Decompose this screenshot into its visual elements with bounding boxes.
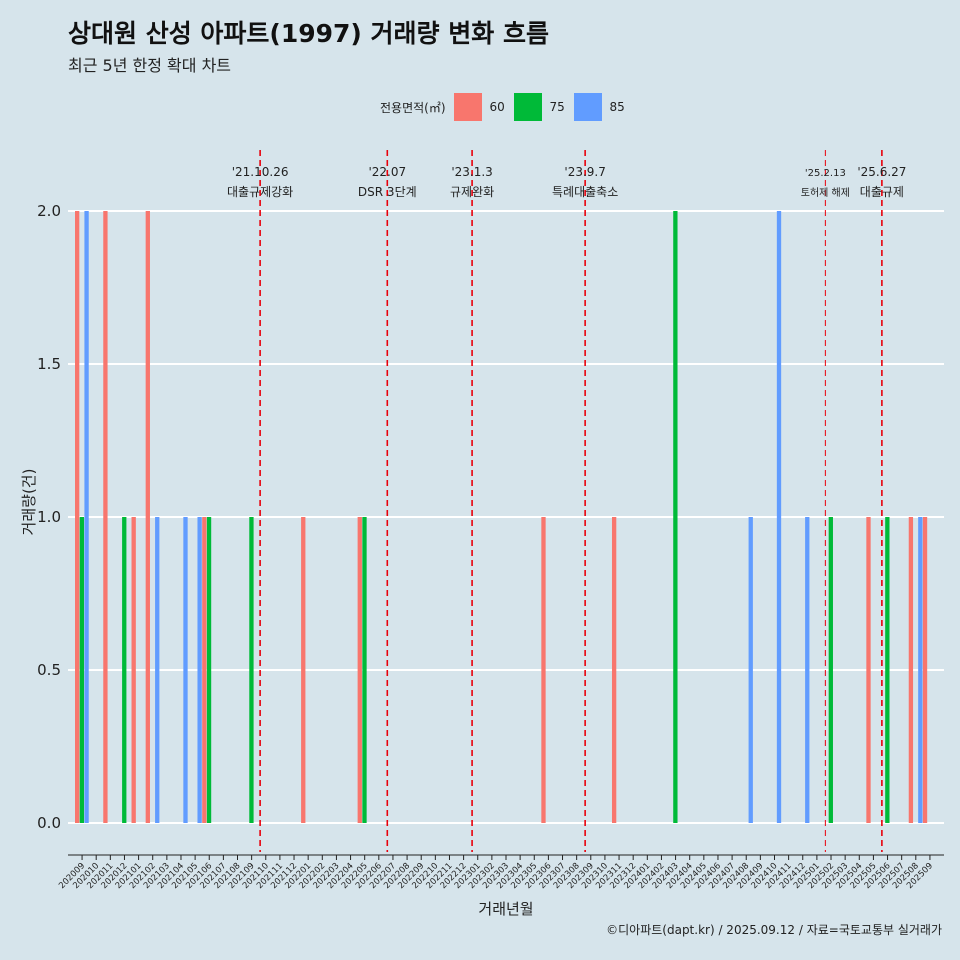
legend: 전용면적(㎡) 60 75 85: [380, 92, 634, 122]
bar-60-202205: [357, 517, 362, 823]
gridlines: [68, 210, 944, 824]
chart-subtitle: 최근 5년 한정 확대 차트: [68, 56, 232, 75]
bar-75-202205: [362, 517, 367, 823]
axes: 0.00.51.01.52.02020092020102020112020122…: [20, 202, 944, 918]
chart-title: 상대원 산성 아파트(1997) 거래량 변화 흐름: [68, 19, 549, 48]
bar-60-202311: [611, 517, 617, 823]
bars: [75, 211, 928, 823]
bar-75-202502: [828, 517, 833, 823]
source-caption: ©디아파트(dapt.kr) / 2025.09.12 / 자료=국토교통부 실…: [606, 923, 942, 937]
bar-60-202011: [103, 211, 108, 823]
y-tick-label: 0.5: [37, 661, 61, 679]
bar-85-202102: [155, 517, 160, 823]
bar-60-202106: [202, 517, 207, 823]
bar-85-202412: [805, 517, 810, 823]
event-date: '23.1.3: [451, 165, 492, 179]
event-date: '21.10.26: [232, 165, 289, 179]
bar-60-202306: [541, 517, 546, 823]
bar-60-202201: [301, 517, 306, 823]
bar-75-202506: [885, 517, 890, 823]
bar-75-202106: [206, 517, 212, 823]
y-tick-label: 2.0: [37, 202, 61, 220]
legend-title: 전용면적(㎡): [380, 100, 446, 115]
event-date: '22.07: [368, 165, 406, 179]
y-tick-label: 1.5: [37, 355, 61, 373]
event-label: 대출규제: [860, 185, 904, 199]
bar-75-202009: [79, 517, 85, 823]
legend-swatch-60: [453, 93, 482, 121]
legend-item-85: 85: [573, 93, 626, 121]
legend-swatch-85: [573, 93, 602, 121]
event-label: DSR 3단계: [358, 185, 417, 199]
legend-label-75: 75: [549, 100, 565, 114]
event-label: 규제완화: [450, 185, 494, 199]
bar-60-202509: [922, 517, 928, 823]
event-markers: '21.10.26 대출규제강화 '22.07 DSR 3단계 '23.1.3 규제완화 '…: [227, 150, 906, 852]
x-axis-title: 거래년월: [478, 900, 533, 918]
event-label: 특례대출축소: [552, 185, 618, 199]
bar-85-202408: [748, 517, 753, 823]
event-date: '23.9.7: [564, 165, 605, 179]
bar-75-202012: [122, 517, 127, 823]
bar-85-202105: [197, 517, 202, 823]
bar-85-202104: [183, 517, 188, 823]
y-tick-label: 1.0: [37, 508, 61, 526]
bar-60-202102: [145, 211, 150, 823]
bar-60-202508: [908, 517, 914, 823]
event-date: '25.6.27: [857, 165, 906, 179]
bar-85-202508: [918, 517, 923, 823]
bar-60-202505: [866, 517, 871, 823]
bar-85-202009: [84, 211, 89, 823]
event-label: 토허제 해제: [801, 186, 850, 199]
legend-item-75: 75: [513, 93, 566, 121]
bar-85-202410: [776, 211, 782, 823]
y-axis-title: 거래량(건): [20, 469, 38, 536]
bar-60-202101: [131, 517, 136, 823]
legend-label-60: 60: [489, 100, 505, 114]
y-tick-label: 0.0: [37, 814, 61, 832]
event-label: 대출규제강화: [227, 185, 293, 199]
legend-item-60: 60: [453, 93, 506, 121]
bar-75-202109: [249, 517, 254, 823]
legend-label-85: 85: [609, 100, 625, 114]
bar-60-202009: [75, 211, 80, 823]
legend-swatch-75: [513, 93, 542, 121]
bar-75-202403: [673, 211, 678, 823]
event-date: '25.2.13: [805, 168, 846, 179]
